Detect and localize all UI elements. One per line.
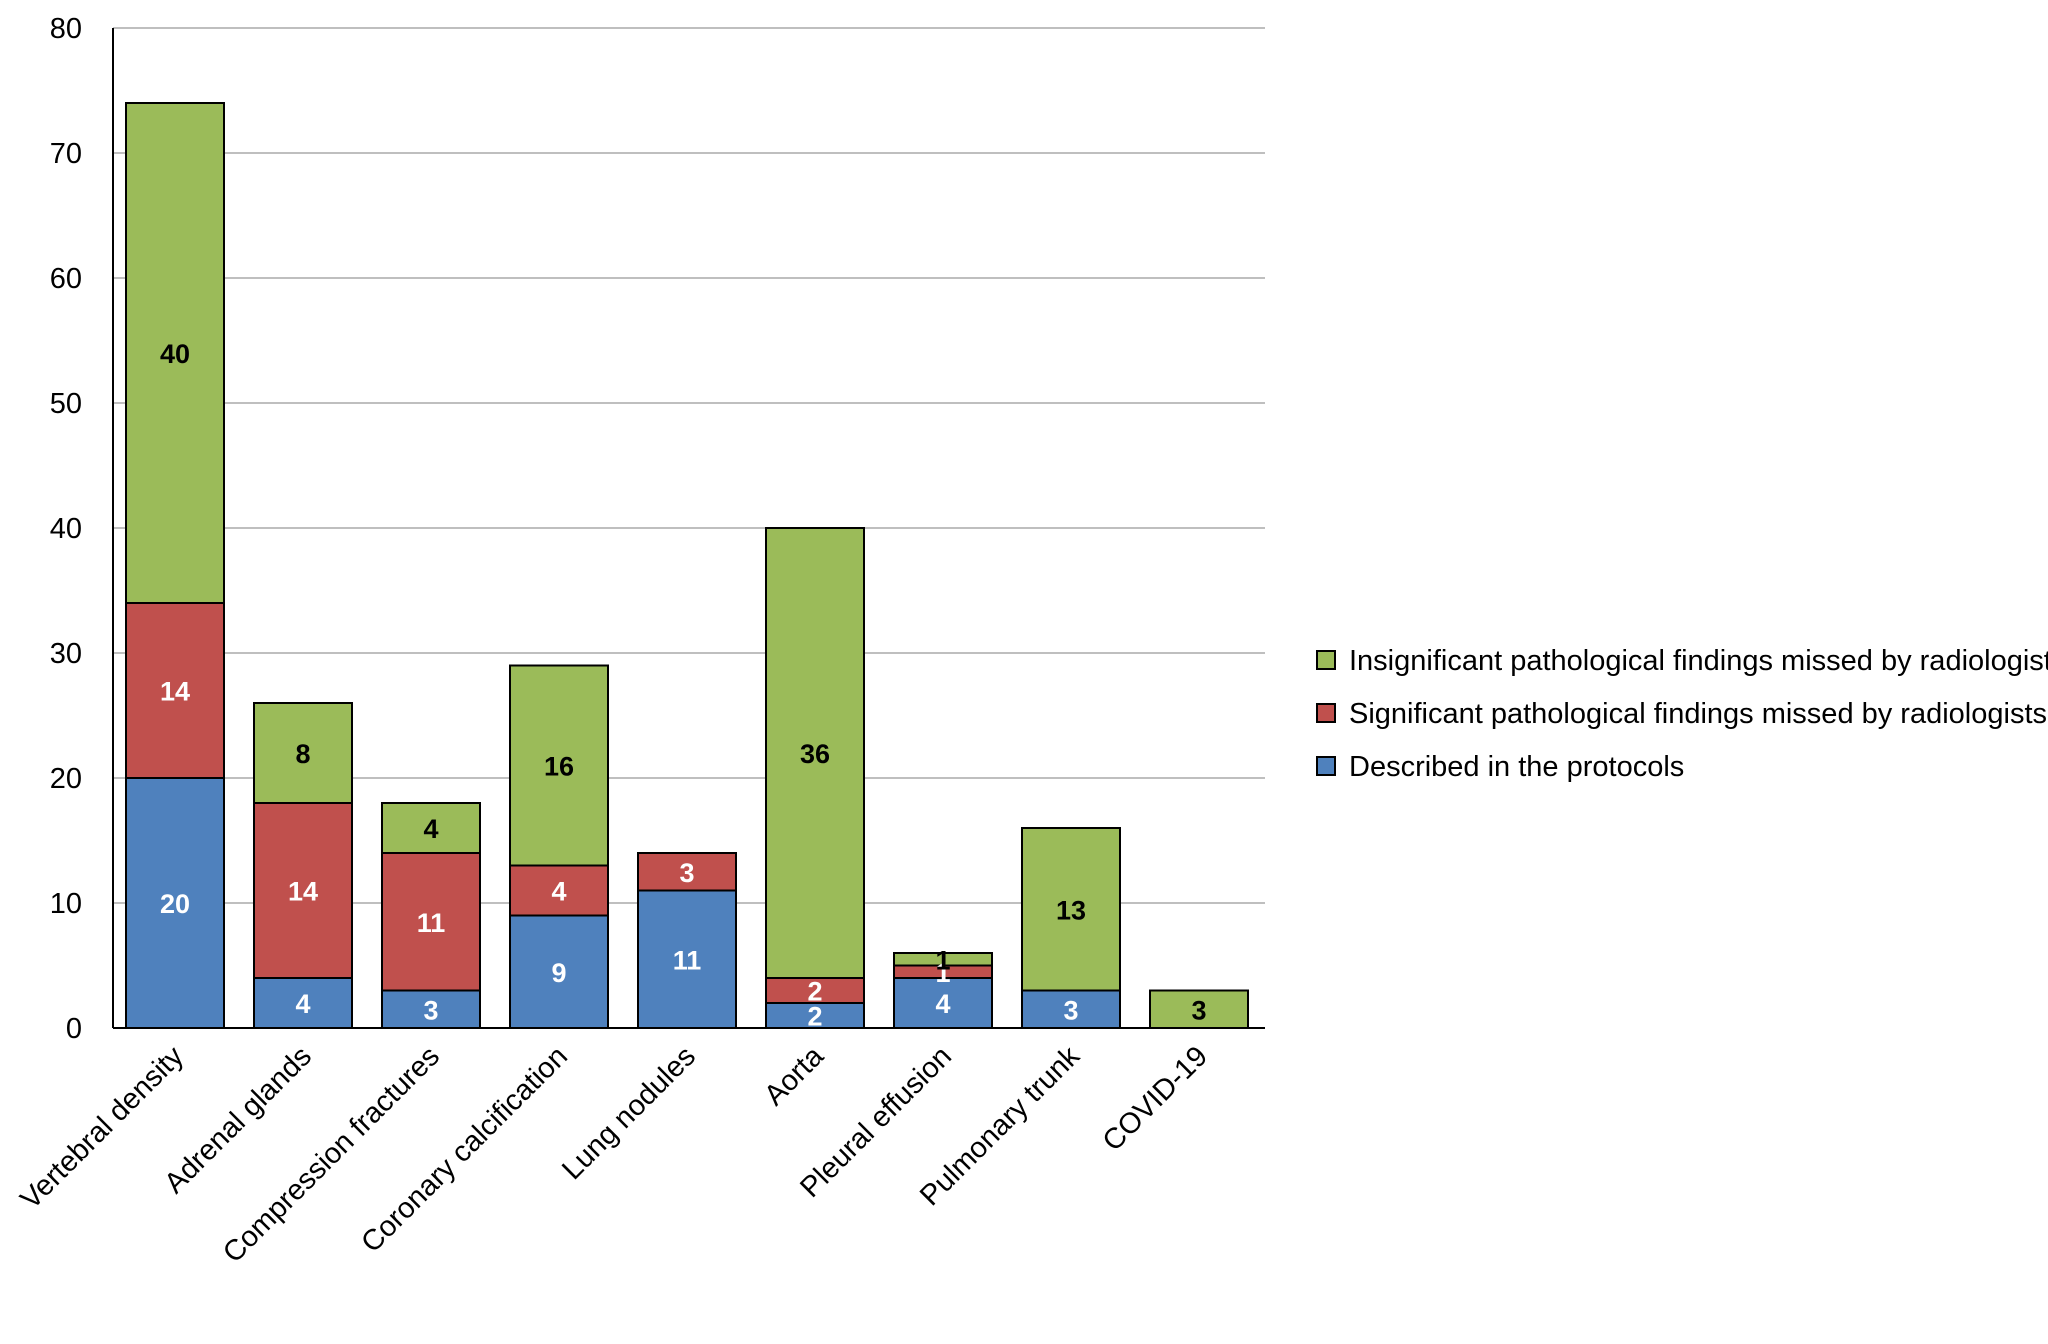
data-label-pulmonary-trunk-insignificant-pathological-findings-missed-by-radiologists: 13 [1056, 895, 1086, 925]
legend-label-significant-pathological-findings-missed-by-radiologists: Significant pathological findings missed… [1349, 698, 2047, 730]
data-label-adrenal-glands-significant-pathological-findings-missed-by-radiologists: 14 [288, 877, 318, 907]
bar-vertebral-density-described-in-the-protocols [125, 777, 225, 1029]
data-label-covid-19-insignificant-pathological-findings-missed-by-radiologists: 3 [1191, 995, 1206, 1025]
bar-pulmonary-trunk-insignificant-pathological-findings-missed-by-radiologists [1021, 827, 1121, 992]
y-tick-label: 20 [50, 763, 82, 795]
data-label-vertebral-density-described-in-the-protocols: 20 [160, 889, 190, 919]
x-tick-label: Vertebral density [15, 1040, 191, 1216]
data-label-adrenal-glands-described-in-the-protocols: 4 [295, 989, 310, 1019]
data-label-adrenal-glands-insignificant-pathological-findings-missed-by-radiologists: 8 [295, 739, 310, 769]
bar-vertebral-density-significant-pathological-findings-missed-by-radiologists [125, 602, 225, 779]
data-label-compression-fractures-insignificant-pathological-findings-missed-by-radiologists: 4 [423, 814, 438, 844]
data-label-compression-fractures-significant-pathological-findings-missed-by-radiologists: 11 [417, 908, 446, 938]
y-tick-label: 60 [50, 263, 82, 295]
legend-swatch-insignificant-pathological-findings-missed-by-radiologists [1316, 650, 1336, 670]
bar-coronary-calcification-insignificant-pathological-findings-missed-by-radiologists [509, 664, 609, 867]
bar-lung-nodules-significant-pathological-findings-missed-by-radiologists [637, 852, 737, 892]
y-tick-label: 30 [50, 638, 82, 670]
y-tick-label: 80 [50, 13, 82, 45]
y-tick-label: 40 [50, 513, 82, 545]
data-label-aorta-significant-pathological-findings-missed-by-radiologists: 2 [807, 977, 822, 1007]
y-tick-label: 50 [50, 388, 82, 420]
bar-adrenal-glands-insignificant-pathological-findings-missed-by-radiologists [253, 702, 353, 804]
legend: Insignificant pathological findings miss… [1316, 645, 2048, 783]
bar-pleural-effusion-insignificant-pathological-findings-missed-by-radiologists [893, 952, 993, 967]
data-label-aorta-described-in-the-protocols: 2 [807, 1002, 822, 1032]
y-tick-label: 70 [50, 138, 82, 170]
data-label-lung-nodules-described-in-the-protocols: 11 [673, 945, 702, 975]
x-tick-label: Compression fractures [217, 1040, 446, 1269]
data-label-coronary-calcification-significant-pathological-findings-missed-by-radiologists: 4 [551, 877, 566, 907]
data-label-coronary-calcification-insignificant-pathological-findings-missed-by-radiologists: 16 [544, 752, 574, 782]
data-label-pleural-effusion-significant-pathological-findings-missed-by-radiologists: 1 [935, 958, 950, 988]
data-label-pleural-effusion-described-in-the-protocols: 4 [935, 989, 950, 1019]
data-label-aorta-insignificant-pathological-findings-missed-by-radiologists: 36 [800, 739, 830, 769]
data-label-lung-nodules-significant-pathological-findings-missed-by-radiologists: 3 [679, 858, 694, 888]
bar-covid-19-insignificant-pathological-findings-missed-by-radiologists [1149, 989, 1249, 1029]
bar-aorta-insignificant-pathological-findings-missed-by-radiologists [765, 527, 865, 979]
bar-coronary-calcification-described-in-the-protocols [509, 914, 609, 1029]
bar-pleural-effusion-described-in-the-protocols [893, 977, 993, 1029]
bar-compression-fractures-significant-pathological-findings-missed-by-radiologists [381, 852, 481, 992]
x-tick-label: Lung nodules [556, 1040, 702, 1186]
bar-compression-fractures-insignificant-pathological-findings-missed-by-radiologists [381, 802, 481, 854]
legend-label-described-in-the-protocols: Described in the protocols [1349, 751, 1684, 783]
x-tick-label: Aorta [758, 1040, 830, 1112]
legend-swatch-described-in-the-protocols [1316, 756, 1336, 776]
data-label-coronary-calcification-described-in-the-protocols: 9 [551, 958, 566, 988]
data-label-pulmonary-trunk-described-in-the-protocols: 3 [1063, 995, 1078, 1025]
data-label-vertebral-density-significant-pathological-findings-missed-by-radiologists: 14 [160, 677, 190, 707]
data-label-vertebral-density-insignificant-pathological-findings-missed-by-radiologists: 40 [160, 339, 190, 369]
legend-label-insignificant-pathological-findings-missed-by-radiologists: Insignificant pathological findings miss… [1349, 645, 2048, 677]
data-label-pleural-effusion-insignificant-pathological-findings-missed-by-radiologists: 1 [935, 945, 950, 975]
y-tick-label: 0 [66, 1013, 82, 1045]
x-tick-label: Coronary calcification [355, 1040, 574, 1259]
x-tick-label: COVID-19 [1097, 1040, 1214, 1157]
bar-adrenal-glands-significant-pathological-findings-missed-by-radiologists [253, 802, 353, 979]
data-label-compression-fractures-described-in-the-protocols: 3 [423, 995, 438, 1025]
bar-vertebral-density-insignificant-pathological-findings-missed-by-radiologists [125, 102, 225, 604]
bar-coronary-calcification-significant-pathological-findings-missed-by-radiologists [509, 864, 609, 917]
y-tick-label: 10 [50, 888, 82, 920]
legend-swatch-significant-pathological-findings-missed-by-radiologists [1316, 703, 1336, 723]
bars [125, 102, 1249, 1029]
